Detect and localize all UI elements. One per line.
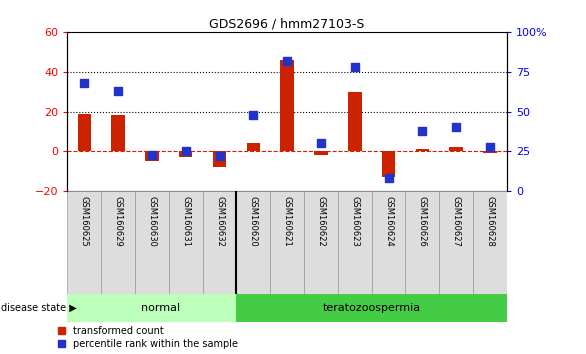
Bar — [440, 191, 473, 294]
Text: normal: normal — [141, 303, 180, 313]
Text: GSM160631: GSM160631 — [181, 196, 190, 247]
Bar — [236, 294, 507, 322]
Point — [451, 125, 461, 130]
Text: GSM160625: GSM160625 — [80, 196, 89, 247]
Text: teratozoospermia: teratozoospermia — [323, 303, 421, 313]
Point — [384, 176, 393, 181]
Point — [282, 58, 292, 63]
Text: GSM160623: GSM160623 — [350, 196, 359, 247]
Bar — [203, 191, 236, 294]
Point — [350, 64, 359, 70]
Bar — [382, 152, 396, 177]
Point — [418, 128, 427, 133]
Bar — [406, 191, 440, 294]
Point — [215, 153, 224, 159]
Text: GSM160622: GSM160622 — [316, 196, 325, 247]
Bar — [415, 149, 429, 152]
Bar — [101, 191, 135, 294]
Point — [80, 80, 89, 86]
Text: GSM160629: GSM160629 — [114, 196, 122, 247]
Bar — [169, 191, 203, 294]
Bar — [473, 191, 507, 294]
Bar — [179, 152, 192, 157]
Text: GSM160627: GSM160627 — [452, 196, 461, 247]
Bar — [135, 191, 169, 294]
Text: GSM160630: GSM160630 — [148, 196, 156, 247]
Point — [114, 88, 123, 93]
Text: GSM160620: GSM160620 — [249, 196, 258, 247]
Bar — [145, 152, 159, 161]
Bar — [67, 191, 101, 294]
Bar — [304, 191, 338, 294]
Title: GDS2696 / hmm27103-S: GDS2696 / hmm27103-S — [209, 18, 365, 31]
Bar — [270, 191, 304, 294]
Bar — [213, 152, 226, 167]
Point — [316, 141, 326, 146]
Point — [181, 149, 190, 154]
Text: GSM160632: GSM160632 — [215, 196, 224, 247]
Bar — [483, 152, 497, 153]
Text: GSM160626: GSM160626 — [418, 196, 427, 247]
Text: disease state ▶: disease state ▶ — [1, 303, 77, 313]
Bar — [111, 115, 125, 152]
Bar — [280, 60, 294, 152]
Bar — [67, 294, 236, 322]
Point — [485, 144, 495, 149]
Bar — [247, 143, 260, 152]
Point — [248, 112, 258, 118]
Text: GSM160624: GSM160624 — [384, 196, 393, 247]
Text: GSM160621: GSM160621 — [282, 196, 292, 247]
Bar — [236, 191, 270, 294]
Bar — [314, 152, 328, 155]
Text: GSM160628: GSM160628 — [485, 196, 495, 247]
Legend: transformed count, percentile rank within the sample: transformed count, percentile rank withi… — [57, 326, 238, 349]
Point — [147, 152, 156, 157]
Bar — [372, 191, 406, 294]
Bar — [348, 92, 362, 152]
Bar — [449, 147, 463, 152]
Bar — [77, 114, 91, 152]
Bar — [338, 191, 372, 294]
